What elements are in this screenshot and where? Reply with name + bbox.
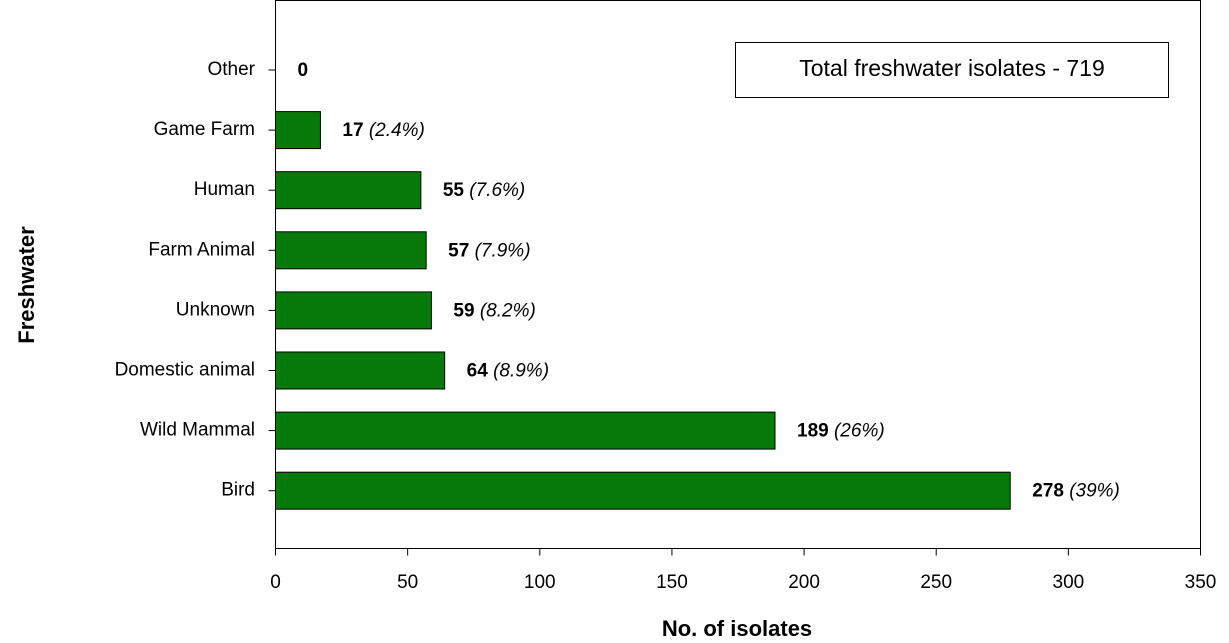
y-tick-label: Farm Animal — [148, 239, 255, 260]
value-number: 64 — [467, 361, 489, 382]
bar — [275, 351, 446, 390]
value-number: 55 — [443, 180, 465, 201]
x-tick-label: 200 — [788, 572, 820, 593]
bar — [275, 111, 321, 150]
x-tick-label: 300 — [1053, 572, 1085, 593]
value-label: 17 (2.4%) — [342, 120, 424, 141]
value-label: 64 (8.9%) — [467, 361, 549, 382]
value-number: 17 — [342, 120, 363, 141]
y-tick-label: Bird — [221, 480, 255, 501]
value-label: 57 (7.9%) — [448, 240, 530, 261]
percent-label: (7.6%) — [469, 180, 525, 201]
value-label: 55 (7.6%) — [443, 180, 525, 201]
bar — [275, 471, 1011, 510]
x-axis-label: No. of isolates — [662, 616, 812, 641]
value-label: 0 — [298, 60, 309, 81]
x-tick-label: 0 — [270, 572, 281, 593]
y-tick-label: Unknown — [176, 299, 255, 320]
annotation: Total freshwater isolates - 719 — [799, 55, 1105, 81]
y-tick-label: Wild Mammal — [140, 420, 255, 441]
y-tick-label: Human — [194, 179, 255, 200]
value-number: 57 — [448, 240, 469, 261]
percent-label: (7.9%) — [475, 240, 531, 261]
value-number: 189 — [797, 421, 829, 442]
x-tick-label: 150 — [656, 572, 688, 593]
value-label: 278 (39%) — [1032, 481, 1120, 502]
x-tick-label: 50 — [397, 572, 418, 593]
value-number: 0 — [298, 60, 309, 81]
value-label: 189 (26%) — [797, 421, 885, 442]
bar — [275, 291, 432, 330]
value-label: 59 (8.2%) — [453, 300, 535, 321]
percent-label: (8.2%) — [480, 300, 536, 321]
y-tick-label: Domestic animal — [115, 360, 255, 381]
bar — [275, 231, 427, 270]
x-tick-label: 250 — [920, 572, 952, 593]
value-number: 59 — [453, 300, 474, 321]
bar — [275, 171, 422, 210]
bar — [275, 411, 776, 450]
annotation-box — [735, 42, 1169, 98]
y-tick-label: Other — [207, 59, 255, 80]
percent-label: (39%) — [1069, 481, 1120, 502]
percent-label: (8.9%) — [493, 361, 549, 382]
percent-label: (26%) — [834, 421, 885, 442]
value-number: 278 — [1032, 481, 1064, 502]
x-tick-label: 100 — [524, 572, 556, 593]
y-axis-label: Freshwater — [14, 226, 39, 344]
plot-frame — [275, 0, 1201, 549]
x-tick-label: 350 — [1185, 572, 1217, 593]
percent-label: (2.4%) — [369, 120, 425, 141]
y-tick-label: Game Farm — [154, 119, 255, 140]
